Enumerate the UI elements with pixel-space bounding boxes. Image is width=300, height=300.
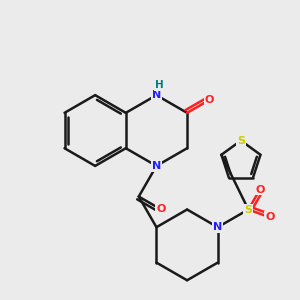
Text: H: H [155,80,164,90]
Text: N: N [152,161,161,171]
Text: S: S [237,136,245,146]
Text: O: O [156,204,166,214]
Text: N: N [213,222,222,232]
Text: N: N [152,90,161,100]
Text: O: O [205,95,214,105]
Text: O: O [265,212,275,222]
Text: O: O [255,184,265,195]
Text: S: S [244,205,252,214]
